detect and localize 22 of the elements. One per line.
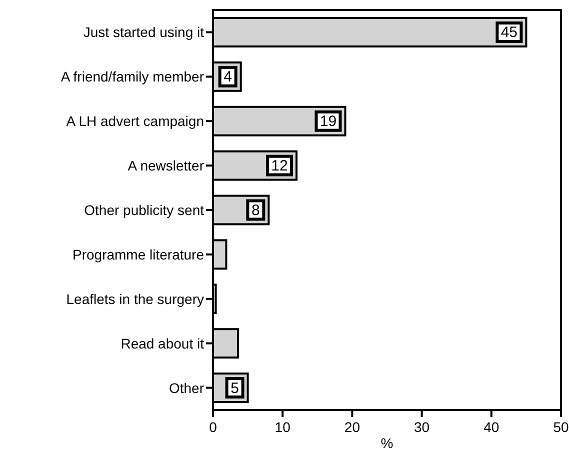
- y-tick-label: Just started using it: [83, 24, 204, 40]
- x-tick-label: 50: [553, 419, 569, 435]
- x-tick-label: 40: [484, 419, 500, 435]
- x-axis-title: %: [380, 435, 394, 451]
- data-label: 4: [224, 68, 232, 86]
- data-label: 19: [320, 113, 337, 130]
- y-tick-label: A friend/family member: [60, 68, 204, 85]
- y-tick-label: Read about it: [120, 335, 204, 352]
- data-label: 8: [252, 202, 260, 219]
- data-label: 5: [230, 380, 239, 397]
- y-tick-label: Programme literature: [72, 246, 204, 262]
- y-tick-label: A newsletter: [128, 158, 204, 174]
- x-tick-label: 30: [414, 419, 430, 435]
- y-tick-label: Leaflets in the surgery: [66, 290, 204, 307]
- y-tick-label: A LH advert campaign: [66, 113, 204, 130]
- data-label: 12: [271, 158, 288, 175]
- x-tick-label: 0: [209, 419, 218, 435]
- data-label: 45: [500, 24, 518, 42]
- x-tick-label: 20: [344, 419, 360, 435]
- y-tick-label: Other: [168, 380, 204, 396]
- y-tick-label: Other publicity sent: [84, 202, 204, 218]
- x-tick-label: 10: [274, 419, 291, 435]
